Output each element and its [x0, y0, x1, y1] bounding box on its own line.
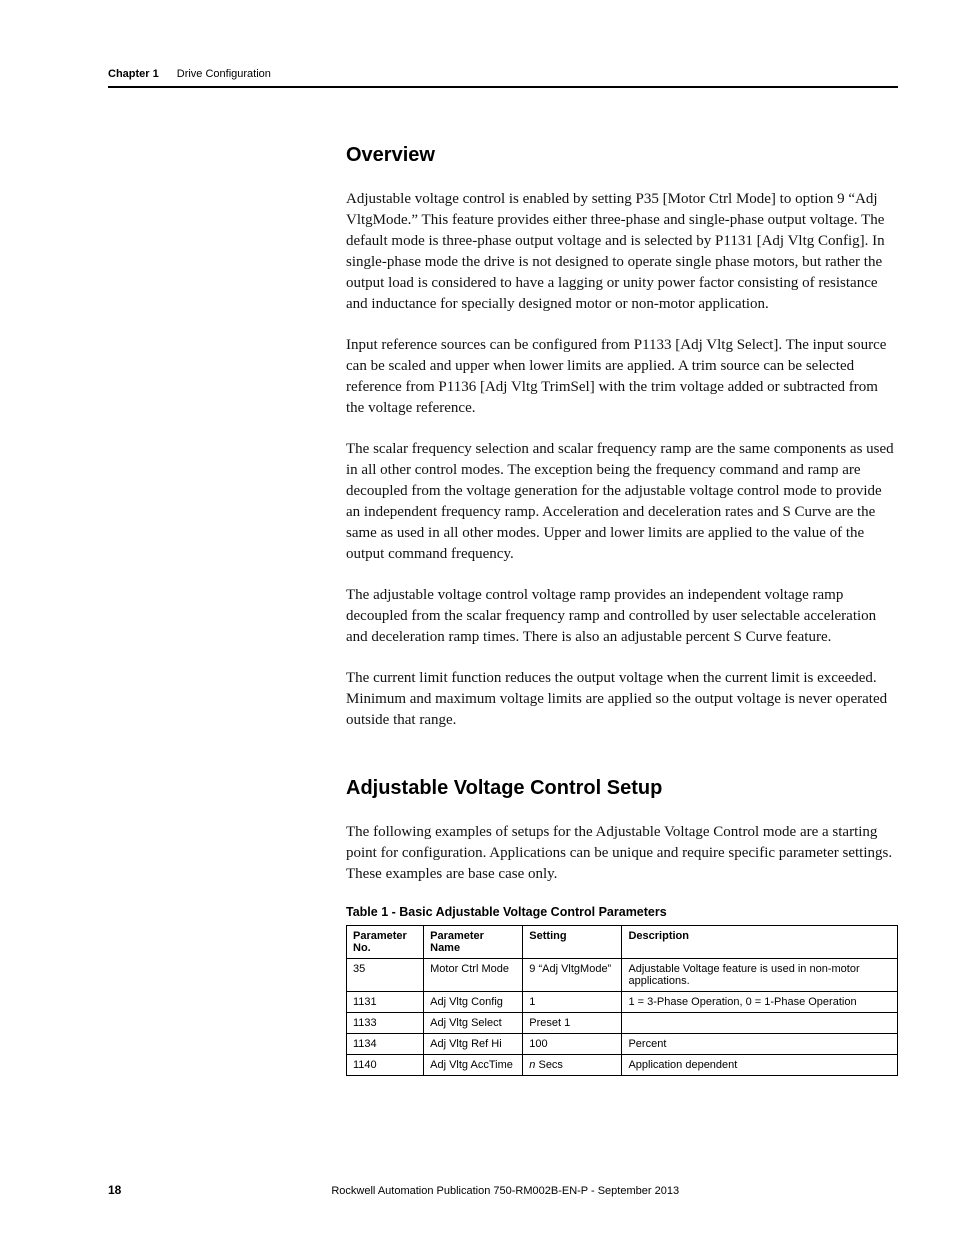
cell-name: Motor Ctrl Mode — [424, 959, 523, 992]
col-setting: Setting — [523, 926, 622, 959]
running-header: Chapter 1 Drive Configuration — [108, 68, 898, 88]
overview-para-3: The scalar frequency selection and scala… — [346, 439, 898, 565]
cell-setting: 1 — [523, 992, 622, 1013]
cell-desc — [622, 1013, 898, 1034]
cell-name: Adj Vltg Ref Hi — [424, 1034, 523, 1055]
col-parameter-name: Parameter Name — [424, 926, 523, 959]
cell-no: 1134 — [347, 1034, 424, 1055]
main-content: Overview Adjustable voltage control is e… — [346, 144, 898, 1076]
cell-setting: Preset 1 — [523, 1013, 622, 1034]
overview-para-2: Input reference sources can be configure… — [346, 335, 898, 419]
cell-desc: 1 = 3-Phase Operation, 0 = 1-Phase Opera… — [622, 992, 898, 1013]
cell-desc: Percent — [622, 1034, 898, 1055]
cell-name: Adj Vltg Config — [424, 992, 523, 1013]
overview-heading: Overview — [346, 144, 898, 167]
publication-line: Rockwell Automation Publication 750-RM00… — [331, 1185, 679, 1197]
table-row: 35 Motor Ctrl Mode 9 “Adj VltgMode” Adju… — [347, 959, 898, 992]
cell-desc: Application dependent — [622, 1055, 898, 1076]
overview-para-4: The adjustable voltage control voltage r… — [346, 585, 898, 648]
cell-setting: n Secs — [523, 1055, 622, 1076]
cell-no: 1131 — [347, 992, 424, 1013]
table-caption: Table 1 - Basic Adjustable Voltage Contr… — [346, 905, 898, 919]
cell-no: 1140 — [347, 1055, 424, 1076]
overview-para-5: The current limit function reduces the o… — [346, 668, 898, 731]
table-row: 1131 Adj Vltg Config 1 1 = 3-Phase Opera… — [347, 992, 898, 1013]
header-title: Drive Configuration — [177, 68, 271, 80]
setup-para-1: The following examples of setups for the… — [346, 822, 898, 885]
cell-no: 1133 — [347, 1013, 424, 1034]
table-row: 1133 Adj Vltg Select Preset 1 — [347, 1013, 898, 1034]
cell-setting: 9 “Adj VltgMode” — [523, 959, 622, 992]
page-number: 18 — [108, 1183, 121, 1197]
col-description: Description — [622, 926, 898, 959]
cell-no: 35 — [347, 959, 424, 992]
setup-heading: Adjustable Voltage Control Setup — [346, 777, 898, 800]
table-row: 1140 Adj Vltg AccTime n Secs Application… — [347, 1055, 898, 1076]
cell-setting: 100 — [523, 1034, 622, 1055]
cell-desc: Adjustable Voltage feature is used in no… — [622, 959, 898, 992]
parameter-table: Parameter No. Parameter Name Setting Des… — [346, 925, 898, 1076]
col-parameter-no: Parameter No. — [347, 926, 424, 959]
setting-rest: Secs — [535, 1059, 563, 1071]
table-header-row: Parameter No. Parameter Name Setting Des… — [347, 926, 898, 959]
table-row: 1134 Adj Vltg Ref Hi 100 Percent — [347, 1034, 898, 1055]
page-footer: 18 Rockwell Automation Publication 750-R… — [0, 1183, 954, 1197]
cell-name: Adj Vltg AccTime — [424, 1055, 523, 1076]
overview-para-1: Adjustable voltage control is enabled by… — [346, 189, 898, 315]
cell-name: Adj Vltg Select — [424, 1013, 523, 1034]
header-chapter: Chapter 1 — [108, 68, 159, 80]
